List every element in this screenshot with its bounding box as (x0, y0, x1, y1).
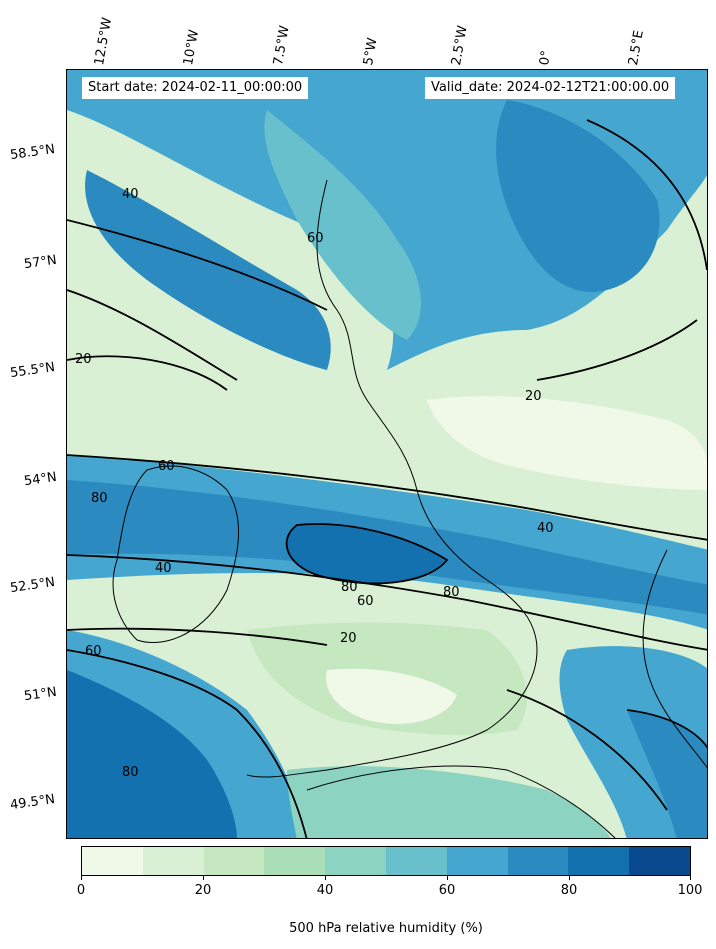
contour-label-40-north: 40 (122, 187, 139, 202)
colorbar-segment-6 (446, 847, 508, 875)
contour-line-20-west (67, 355, 228, 391)
latitude-label-51n: 51°N (23, 684, 58, 705)
latitude-label-55-5n: 55.5°N (9, 359, 56, 382)
coastline-ireland (112, 465, 239, 644)
contour-label-40-southwest: 40 (155, 561, 172, 576)
humidity-map-svg: 20 20 20 40 40 40 60 60 60 60 80 80 80 8… (67, 70, 707, 838)
colorbar-segment-5 (385, 847, 447, 875)
latitude-label-57n: 57°N (23, 252, 58, 273)
moist-region-southwest-core (67, 670, 237, 838)
contour-line-20-east (536, 319, 698, 381)
contour-label-20-south: 20 (340, 631, 357, 646)
humidity-map: 20 20 20 40 40 40 60 60 60 60 80 80 80 8… (66, 69, 708, 839)
contour-line-40-southeast (506, 689, 668, 811)
moist-band-central-core (286, 524, 447, 584)
contour-line-60-southwest (67, 649, 308, 838)
contour-lines (67, 119, 707, 838)
coastlines (112, 179, 707, 838)
contour-line-80-southeast (626, 709, 707, 749)
moist-region-south-medium (287, 766, 611, 838)
colorbar (81, 846, 691, 876)
colorbar-title: 500 hPa relative humidity (%) (289, 921, 483, 936)
colorbar-tick (203, 876, 204, 880)
contour-label-group: 20 20 20 40 40 40 60 60 60 60 80 80 80 8… (75, 187, 554, 780)
contour-line-60-north-band (67, 454, 707, 541)
longitude-label-0: 0° (537, 49, 555, 67)
contour-line-80-central (285, 523, 449, 585)
start-date-label: Start date: 2024-02-11_00:00:00 (82, 77, 309, 99)
colorbar-tick (569, 876, 570, 880)
moist-region-northeast (496, 100, 660, 292)
colorbar-segment-7 (507, 847, 569, 875)
dry-region-center (427, 396, 707, 490)
coastline-great-britain (246, 179, 538, 778)
contour-line-40-north (67, 219, 328, 311)
coastline-continent (642, 549, 707, 769)
longitude-label-10w: 10°W (181, 28, 203, 67)
dry-region-west (67, 290, 247, 430)
colorbar-segment-4 (325, 847, 386, 875)
contour-label-80-southeast: 80 (443, 585, 460, 600)
contour-label-60-north: 60 (307, 231, 324, 246)
contour-line-20-north (67, 289, 238, 381)
contour-line-40-northeast (586, 119, 707, 271)
colorbar-tick-label-40: 40 (316, 883, 334, 898)
contour-line-40-south (67, 627, 328, 646)
colorbar-tick (81, 876, 82, 880)
colorbar-tick (447, 876, 448, 880)
colorbar-tick-label-20: 20 (194, 883, 212, 898)
contour-label-80-west: 80 (91, 491, 108, 506)
dry-region-south (326, 668, 457, 724)
contour-label-60-south: 60 (357, 594, 374, 609)
colorbar-tick-label-60: 60 (438, 883, 456, 898)
contour-label-20-west: 20 (75, 352, 92, 367)
longitude-label-7-5w: 7.5°W (271, 24, 293, 67)
colorbar-segment-3 (264, 847, 326, 875)
contour-label-60-southwest: 60 (85, 644, 102, 659)
latitude-label-54n: 54°N (23, 469, 58, 490)
colorbar-segment-2 (203, 847, 265, 875)
latitude-label-52-5n: 52.5°N (9, 574, 56, 597)
latitude-label-49-5n: 49.5°N (9, 791, 56, 814)
contour-label-60-central: 60 (158, 459, 175, 474)
longitude-label-2-5e: 2.5°E (626, 29, 647, 67)
contour-label-20-east: 20 (525, 389, 542, 404)
latitude-label-58-5n: 58.5°N (9, 141, 56, 164)
contour-label-80-central: 80 (341, 580, 358, 595)
colorbar-tick-label-80: 80 (560, 883, 578, 898)
colorbar-segment-1 (142, 847, 204, 875)
contour-label-40-south: 40 (537, 521, 554, 536)
longitude-label-12-5w: 12.5°W (92, 16, 116, 67)
valid-date-label: Valid_date: 2024-02-12T21:00:00.00 (425, 77, 676, 99)
colorbar-tick (325, 876, 326, 880)
coastline-france (306, 765, 616, 838)
colorbar-tick-label-100: 100 (677, 883, 703, 898)
moist-region-north-inner (85, 170, 331, 370)
colorbar-segment-8 (568, 847, 630, 875)
longitude-label-5w: 5°W (361, 36, 381, 67)
moist-region-mid-north (264, 110, 421, 340)
longitude-label-2-5w: 2.5°W (449, 24, 471, 67)
colorbar-segment-0 (82, 847, 143, 875)
colorbar-segment-9 (629, 847, 690, 875)
contour-line-60-south-band (67, 554, 707, 651)
contour-label-80-southwest: 80 (122, 765, 139, 780)
colorbar-tick (690, 876, 691, 880)
colorbar-tick-label-0: 0 (76, 883, 86, 898)
